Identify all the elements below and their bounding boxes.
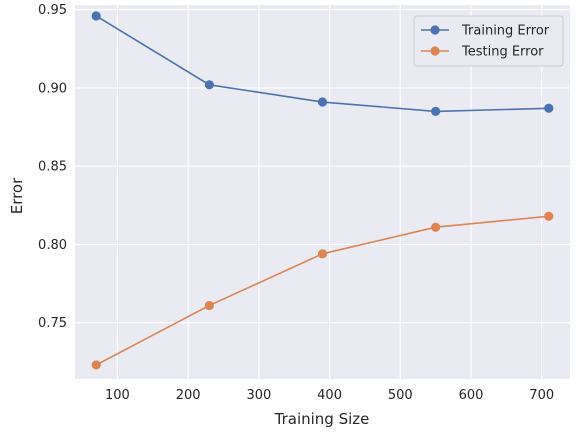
x-tick-label: 200: [176, 388, 201, 403]
x-axis-label: Training Size: [274, 410, 370, 428]
legend-box: [413, 15, 564, 67]
training-error-point: [91, 11, 101, 21]
training-error-point: [204, 80, 214, 90]
testing-error-point: [204, 300, 214, 311]
y-axis-label: Error: [8, 177, 26, 214]
x-tick-label: 300: [246, 388, 271, 403]
grid: [75, 5, 570, 379]
legend: Training Error Testing Error: [413, 15, 564, 67]
testing-error-legend-marker: [430, 46, 440, 56]
training-error-point: [544, 103, 554, 113]
training-error-point: [431, 106, 441, 117]
tick-labels: 100 200 300 400 500 600 700 0.75 0.80 0.85 0.90 0.9…: [38, 3, 554, 403]
testing-error-point: [431, 222, 441, 232]
testing-error-point: [317, 249, 328, 259]
x-tick-label: 100: [105, 388, 130, 403]
x-tick-label: 500: [388, 388, 413, 403]
y-tick-label: 0.95: [38, 3, 67, 18]
training-error-legend-marker: [430, 25, 440, 35]
x-tick-label: 600: [459, 388, 484, 403]
y-tick-label: 0.90: [38, 81, 67, 96]
y-tick-label: 0.85: [38, 160, 67, 175]
training-error-point: [317, 97, 328, 107]
testing-error-point: [91, 360, 101, 370]
y-tick-label: 0.80: [38, 238, 67, 253]
x-tick-label: 700: [529, 388, 554, 403]
training-error-legend-label: Training Error: [461, 24, 550, 39]
x-tick-label: 400: [317, 388, 342, 403]
testing-error-point: [544, 211, 554, 221]
y-tick-label: 0.75: [38, 316, 67, 331]
plot-background: [75, 5, 570, 379]
series-group: [91, 11, 554, 370]
testing-error-legend-label: Testing Error: [461, 45, 544, 60]
